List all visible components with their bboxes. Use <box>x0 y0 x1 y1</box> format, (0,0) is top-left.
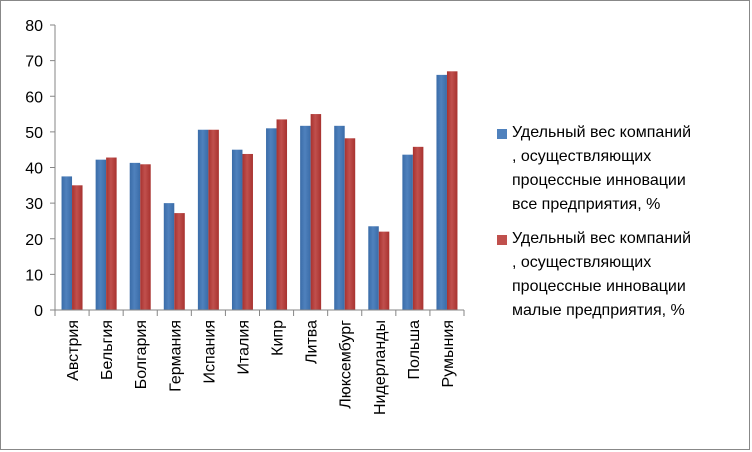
bar-series-1-6 <box>266 128 277 310</box>
bar-series-1-4 <box>197 129 209 310</box>
y-tick-label-10: 10 <box>25 267 43 284</box>
category-label-0: Австрия <box>65 320 82 381</box>
bar-series-1-10 <box>402 154 413 310</box>
bar-series-1-0 <box>61 176 73 310</box>
labels-layer: 0 10 20 30 40 50 60 70 80 Австрия Бельгия Болгария Г… <box>25 18 457 415</box>
category-label-4: Испания <box>201 320 218 384</box>
bar-series-1-11 <box>436 74 447 311</box>
y-tick-label-20: 20 <box>25 232 43 249</box>
bar-series-2-2 <box>140 164 151 310</box>
y-tick-label-50: 50 <box>25 125 43 142</box>
bars-layer <box>61 71 458 311</box>
category-label-1: Бельгия <box>99 320 116 380</box>
legend-swatch-series-1 <box>497 129 507 139</box>
bar-series-2-4 <box>208 129 219 310</box>
bar-series-2-3 <box>174 213 185 310</box>
bar-series-2-5 <box>242 153 253 310</box>
legend-item-series-1: Удельный вес компаний , осуществляющих п… <box>497 121 747 217</box>
bar-series-1-7 <box>300 125 311 310</box>
category-label-8: Люксембург <box>338 320 355 409</box>
bar-series-1-5 <box>231 149 243 310</box>
category-label-7: Литва <box>304 320 321 364</box>
category-label-2: Болгария <box>133 320 150 389</box>
y-tick-label-70: 70 <box>25 54 43 71</box>
bar-series-2-8 <box>344 138 356 310</box>
bar-series-2-1 <box>106 157 117 310</box>
category-label-5: Италия <box>235 320 252 374</box>
bar-series-2-9 <box>378 231 390 311</box>
bar-series-1-2 <box>129 162 141 310</box>
bar-series-2-10 <box>412 146 424 310</box>
bar-series-1-1 <box>95 159 107 310</box>
bar-series-2-6 <box>276 119 288 310</box>
bar-series-2-11 <box>446 71 458 310</box>
bar-series-1-9 <box>368 226 379 310</box>
bar-series-1-8 <box>334 125 345 310</box>
category-label-9: Нидерланды <box>372 320 389 415</box>
bar-series-2-7 <box>310 114 322 310</box>
y-tick-label-60: 60 <box>25 89 43 106</box>
y-tick-label-0: 0 <box>34 303 43 320</box>
bar-series-1-3 <box>163 203 175 311</box>
legend: Удельный вес компаний , осуществляющих п… <box>497 121 747 333</box>
category-label-3: Германия <box>167 320 184 392</box>
legend-label-series-1: Удельный вес компаний , осуществляющих п… <box>512 124 692 213</box>
legend-label-series-2: Удельный вес компаний , осуществляющих п… <box>512 230 692 319</box>
category-label-10: Польша <box>406 320 423 380</box>
category-label-11: Румыния <box>440 320 457 387</box>
category-label-6: Кипр <box>270 320 287 356</box>
bar-series-2-0 <box>72 185 83 310</box>
legend-swatch-series-2 <box>497 235 507 245</box>
y-tick-label-80: 80 <box>25 18 43 35</box>
y-tick-label-40: 40 <box>25 161 43 178</box>
legend-item-series-2: Удельный вес компаний , осуществляющих п… <box>497 227 747 323</box>
axes-layer <box>50 24 465 316</box>
y-tick-label-30: 30 <box>25 196 43 213</box>
